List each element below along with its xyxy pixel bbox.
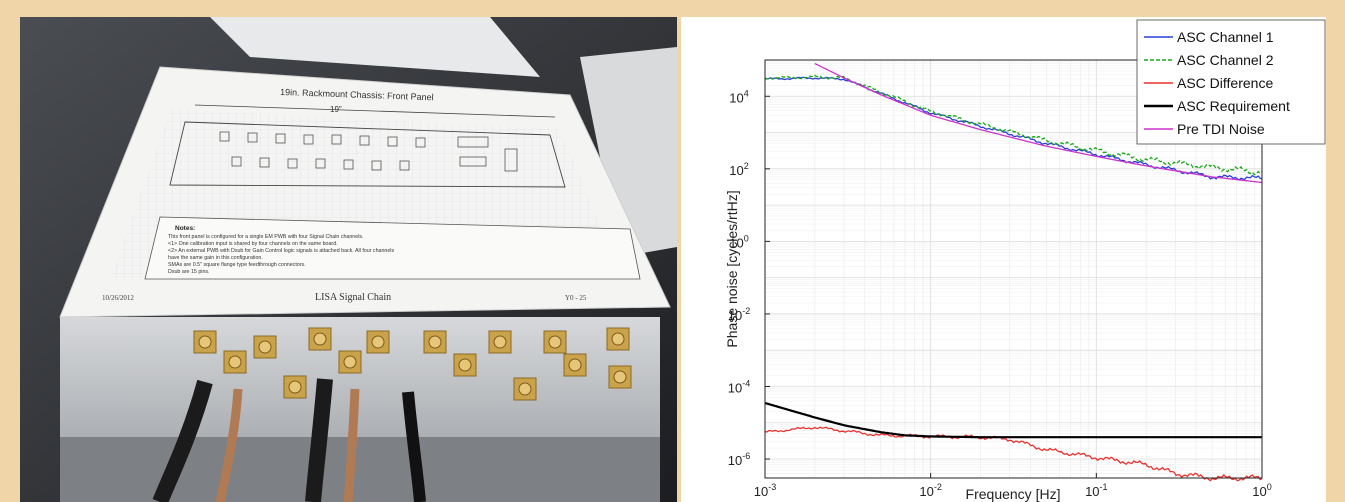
series-layer (764, 62, 1263, 482)
x-tick-label: 10-3 (754, 482, 776, 499)
sheet-date: 10/26/2012 (102, 294, 134, 302)
legend-entry: ASC Channel 1 (1177, 29, 1274, 45)
plot-frame (764, 59, 1263, 479)
sma-connector-barrel (568, 358, 582, 372)
sma-connector-barrel (611, 332, 625, 346)
sheet-page: Y0 - 25 (565, 294, 587, 302)
y-tick-label: 100 (729, 233, 748, 250)
sheet-note-line: Dsub are 15 pins. (168, 269, 210, 275)
sheet-footer: LISA Signal Chain (315, 292, 391, 303)
equipment-photo: 19in. Rackmount Chassis: Front Panel 19"… (20, 17, 677, 502)
sma-connector-barrel (458, 358, 472, 372)
sheet-note-line: have the same gain in this configuration… (168, 255, 263, 261)
sma-connector-barrel (428, 335, 442, 349)
sheet-notes: This front panel is configured for a sin… (168, 234, 394, 275)
sheet-note-line: <1> One calibration input is shared by f… (168, 241, 338, 247)
sma-connector-barrel (371, 335, 385, 349)
x-tick-label: 100 (1252, 482, 1271, 499)
cables (152, 378, 426, 502)
sma-connector-barrel (548, 335, 562, 349)
y-tick-label: 10-2 (728, 306, 750, 323)
x-tick-label: 10-1 (1085, 482, 1107, 499)
sma-connector-barrel (228, 355, 242, 369)
chassis-front (60, 317, 660, 447)
background-paper (210, 17, 540, 77)
x-tick-label: 10-2 (919, 482, 941, 499)
grid (764, 59, 1263, 478)
sma-connector-barrel (313, 332, 327, 346)
sheet-note-line: SMAs are 0.5" square flange type feedthr… (168, 262, 306, 268)
y-axis-label: Phase noise [cycles/rtHz] (724, 190, 740, 347)
series-line-asc-requirement (764, 401, 1262, 439)
panel-outline (169, 121, 566, 188)
sma-connector-barrel (258, 340, 272, 354)
sma-connector-barrel (518, 382, 532, 396)
y-tick-label: 102 (729, 161, 748, 178)
chart-panel: 10-3 10-2 10-1 100 10-6 10-4 10-2 100 102 104 Fre… (681, 17, 1326, 502)
sheet-notes-title: Notes: (175, 225, 195, 232)
legend-entry: ASC Requirement (1177, 98, 1290, 114)
sma-connector-barrel (343, 355, 357, 369)
sma-connectors (193, 327, 632, 401)
notes-box (144, 216, 641, 280)
sma-connector-barrel (288, 380, 302, 394)
sheet-note-line: This front panel is configured for a sin… (168, 234, 364, 240)
chassis-lower (60, 437, 660, 502)
background-paper (580, 47, 677, 257)
sma-connector-barrel (493, 335, 507, 349)
ticks: 10-3 10-2 10-1 100 10-6 10-4 10-2 100 102 104 (728, 88, 1272, 499)
legend-entry: ASC Channel 2 (1177, 52, 1274, 68)
phase-noise-chart: 10-3 10-2 10-1 100 10-6 10-4 10-2 100 102 104 Fre… (724, 19, 1326, 502)
y-tick-label: 10-4 (728, 378, 750, 395)
legend-box (1136, 19, 1326, 145)
legend-entry: ASC Difference (1177, 75, 1273, 91)
photo-drawing: 19in. Rackmount Chassis: Front Panel 19"… (20, 17, 677, 502)
series-line-pre-tdi-noise (814, 62, 1263, 184)
sheet-note-line: <2> An external PWB with Dsub for Gain C… (168, 248, 394, 254)
series-line-asc-channel-2 (764, 74, 1263, 176)
sma-connector-barrel (613, 370, 627, 384)
x-axis-label: Frequency [Hz] (966, 486, 1061, 502)
sma-connector-barrel (198, 335, 212, 349)
legend: ASC Channel 1 ASC Channel 2 ASC Difference… (1136, 19, 1326, 145)
legend-entry: Pre TDI Noise (1177, 121, 1265, 137)
series-line-asc-difference (764, 426, 1263, 482)
y-tick-label: 10-6 (728, 451, 750, 468)
y-tick-label: 104 (729, 88, 748, 105)
